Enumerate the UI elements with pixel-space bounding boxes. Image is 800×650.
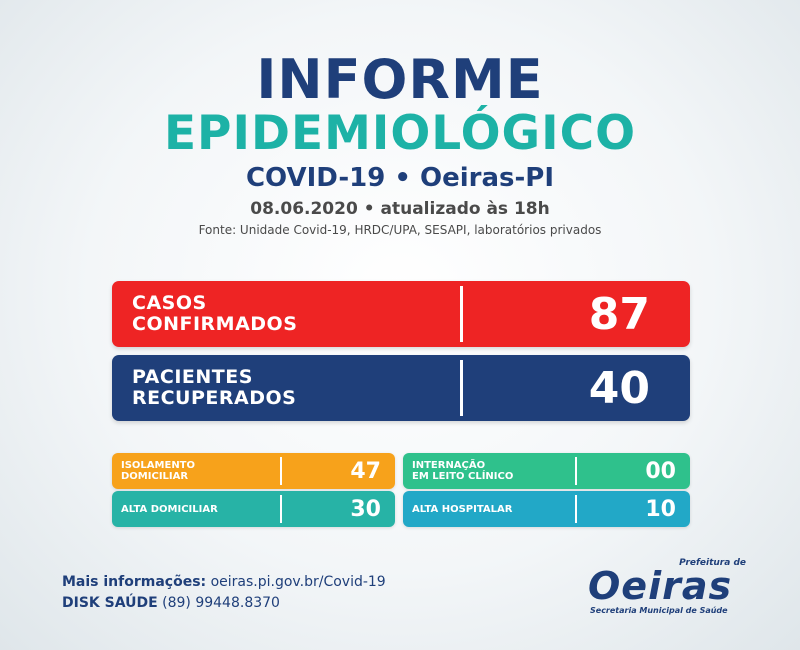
more-info-link[interactable]: oeiras.pi.gov.br/Covid-19	[210, 574, 386, 590]
title-informe: INFORME	[256, 48, 544, 111]
home-discharge-card: ALTA DOMICILIAR 30	[112, 491, 395, 527]
logo-prefix: Prefeitura de	[679, 558, 746, 568]
hospital-discharge-label: ALTA HOSPITALAR	[412, 503, 513, 515]
source-line: Fonte: Unidade Covid-19, HRDC/UPA, SESAP…	[198, 223, 602, 237]
disk-saude-phone: (89) 99448.8370	[162, 595, 280, 611]
hospital-discharge-card: ALTA HOSPITALAR 10	[403, 491, 690, 527]
label-line-2: RECUPERADOS	[132, 387, 297, 409]
confirmed-cases-label: CASOS CONFIRMADOS	[112, 293, 460, 335]
divider	[575, 495, 577, 523]
home-discharge-value: 30	[350, 496, 381, 522]
home-isolation-value: 47	[350, 458, 381, 484]
footer-info: Mais informações: oeiras.pi.gov.br/Covid…	[62, 572, 386, 614]
date-line: 08.06.2020 • atualizado às 18h	[250, 199, 550, 219]
label-line-2: CONFIRMADOS	[132, 313, 298, 335]
clinical-bed-value: 00	[645, 458, 676, 484]
more-info-line: Mais informações: oeiras.pi.gov.br/Covid…	[62, 572, 386, 593]
disk-saude-line: DISK SAÚDE (89) 99448.8370	[62, 593, 386, 614]
clinical-bed-label: INTERNAÇÃO EM LEITO CLÍNICO	[403, 460, 575, 482]
label-line-1: CASOS	[132, 292, 207, 314]
label-line-1: INTERNAÇÃO	[412, 460, 486, 471]
home-isolation-label: ISOLAMENTO DOMICILIAR	[112, 460, 280, 482]
home-discharge-label: ALTA DOMICILIAR	[121, 503, 218, 515]
confirmed-cases-card: CASOS CONFIRMADOS 87	[112, 281, 690, 347]
confirmed-cases-value: 87	[588, 288, 650, 340]
logo-secretariat: Secretaria Municipal de Saúde	[590, 606, 728, 615]
divider	[280, 495, 282, 523]
label-line-2: EM LEITO CLÍNICO	[412, 471, 514, 482]
subtitle: COVID-19 • Oeiras-PI	[245, 163, 555, 193]
divider	[280, 457, 282, 485]
label-line-1: PACIENTES	[132, 366, 253, 388]
oeiras-logo: Prefeitura de Oeiras Secretaria Municipa…	[586, 558, 756, 620]
label-line-1: ISOLAMENTO	[121, 460, 196, 471]
logo-name: Oeiras	[588, 564, 733, 608]
hospital-discharge-value: 10	[645, 496, 676, 522]
clinical-bed-card: INTERNAÇÃO EM LEITO CLÍNICO 00	[403, 453, 690, 489]
recovered-patients-value: 40	[588, 362, 650, 414]
more-info-label: Mais informações:	[62, 574, 207, 590]
recovered-patients-card: PACIENTES RECUPERADOS 40	[112, 355, 690, 421]
recovered-patients-label: PACIENTES RECUPERADOS	[112, 367, 460, 409]
divider	[575, 457, 577, 485]
title-epidemiologico: EPIDEMIOLÓGICO	[163, 106, 637, 161]
disk-saude-label: DISK SAÚDE	[62, 595, 158, 611]
divider	[460, 286, 463, 342]
divider	[460, 360, 463, 416]
label-line-2: DOMICILIAR	[121, 471, 189, 482]
home-isolation-card: ISOLAMENTO DOMICILIAR 47	[112, 453, 395, 489]
